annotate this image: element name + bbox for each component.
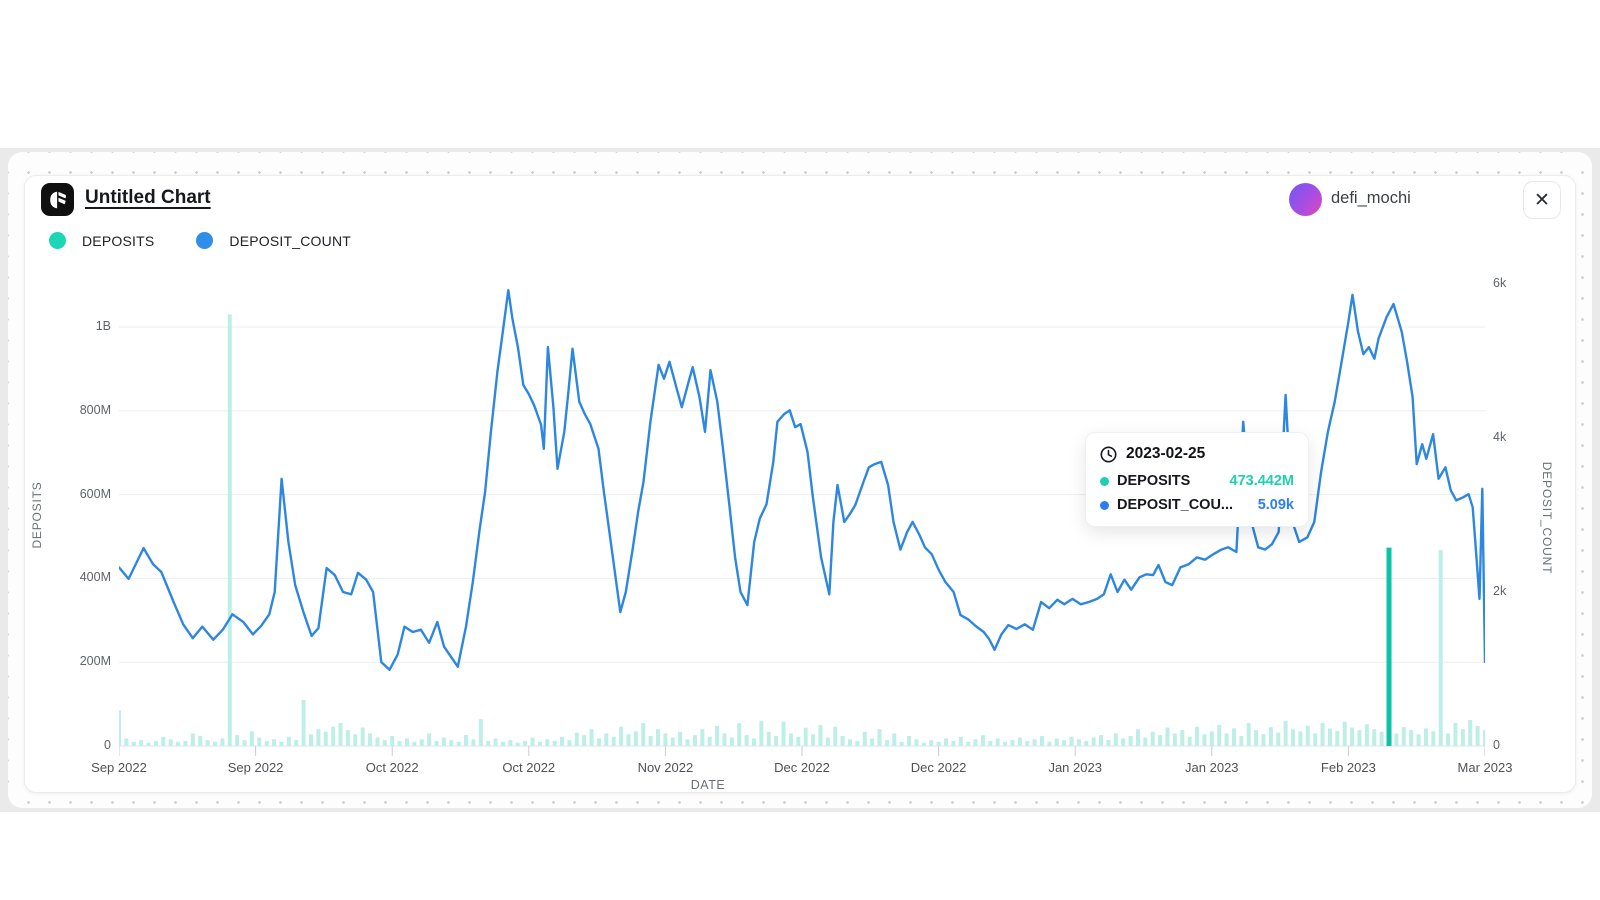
clock-icon: [1100, 446, 1117, 462]
right-axis-tick-label: 6k: [1493, 276, 1507, 290]
right-axis-tick-label: 0: [1493, 738, 1500, 752]
x-tick-label: Mar 2023: [1457, 760, 1513, 775]
logo-glyph: [49, 191, 66, 208]
x-axis-title: DATE: [690, 778, 726, 792]
close-button[interactable]: ✕: [1523, 181, 1561, 219]
card-header: Untitled Chart defi_mochi ✕: [25, 176, 1575, 224]
chart-plot[interactable]: [117, 284, 1487, 760]
x-tick-label: Jan 2023: [1185, 760, 1239, 775]
legend-label-deposits: DEPOSITS: [82, 232, 155, 249]
x-tick-label: Oct 2022: [502, 760, 556, 775]
plot-area[interactable]: [117, 284, 1487, 760]
tooltip-deposits-value: 473.442M: [1229, 473, 1295, 489]
x-tick-label: Sep 2022: [91, 760, 147, 775]
tooltip-deposit-count-value: 5.09k: [1257, 497, 1294, 513]
x-tick-label: Oct 2022: [365, 760, 419, 775]
tooltip-deposit-count-label: DEPOSIT_COU...: [1117, 497, 1234, 513]
flipside-logo-icon[interactable]: [41, 183, 74, 216]
chart-title[interactable]: Untitled Chart: [85, 187, 211, 208]
user-avatar[interactable]: [1289, 183, 1322, 216]
left-axis-tick-label: 0: [104, 738, 111, 752]
x-tick-label: Feb 2023: [1320, 760, 1376, 775]
left-axis-tick-label: 400M: [79, 570, 111, 585]
left-axis-tick-label: 200M: [79, 654, 111, 669]
right-axis-tick-label: 4k: [1493, 430, 1507, 444]
tooltip-row-deposits: DEPOSITS 473.442M: [1100, 473, 1294, 489]
right-axis-tick-label: 2k: [1493, 584, 1507, 598]
legend-item-deposit-count[interactable]: DEPOSIT_COUNT: [196, 232, 351, 249]
legend-item-deposits[interactable]: DEPOSITS: [49, 232, 154, 249]
x-tick-label: Jan 2023: [1048, 760, 1102, 775]
tooltip-date: 2023-02-25: [1126, 445, 1206, 462]
right-axis-title: DEPOSIT_COUNT: [1540, 461, 1554, 575]
tooltip-deposit-count-dot: [1100, 500, 1109, 510]
chart-region: DEPOSITS DEPOSIT_COUNT 0 200M 400M 600M 800M…: [25, 276, 1577, 794]
left-axis-tick-label: 800M: [79, 402, 111, 417]
left-axis-tick-label: 600M: [79, 486, 111, 501]
chart-card: Untitled Chart defi_mochi ✕ DEPOSITS DEP…: [24, 175, 1576, 793]
deposit-count-series-dot: [196, 232, 214, 249]
tooltip-deposits-label: DEPOSITS: [1117, 473, 1191, 489]
close-icon: ✕: [1534, 189, 1550, 211]
x-tick-label: Sep 2022: [227, 760, 284, 775]
tooltip-row-deposit-count: DEPOSIT_COU... 5.09k: [1100, 497, 1294, 513]
legend-label-deposit-count: DEPOSIT_COUNT: [229, 232, 352, 249]
legend: DEPOSITS DEPOSIT_COUNT: [49, 232, 351, 249]
username: defi_mochi: [1331, 189, 1411, 207]
tooltip-deposits-dot: [1100, 476, 1109, 486]
x-tick-label: Dec 2022: [910, 760, 967, 775]
left-axis-tick-label: 1B: [95, 319, 111, 333]
x-tick-label: Dec 2022: [774, 760, 830, 775]
x-tick-label: Nov 2022: [637, 760, 694, 775]
chart-tooltip: 2023-02-25 DEPOSITS 473.442M DEPOSIT_COU…: [1085, 432, 1309, 527]
deposits-series-dot: [49, 232, 66, 249]
